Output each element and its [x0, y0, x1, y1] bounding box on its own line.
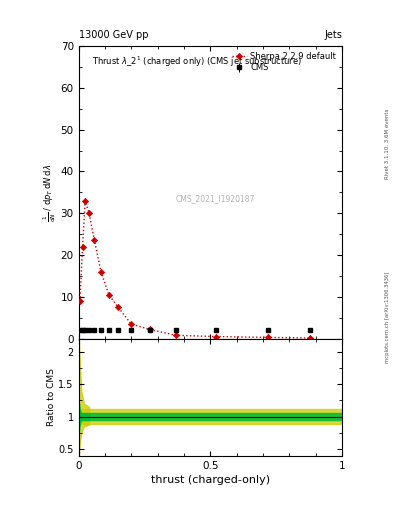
Sherpa 2.2.9 default	[308, 335, 313, 341]
Text: Thrust $\lambda\_2^1$ (charged only) (CMS jet substructure): Thrust $\lambda\_2^1$ (charged only) (CM…	[92, 55, 302, 69]
Sherpa 2.2.9 default	[174, 332, 178, 338]
Text: Rivet 3.1.10, 3.6M events: Rivet 3.1.10, 3.6M events	[385, 108, 389, 179]
Sherpa 2.2.9 default	[129, 321, 134, 327]
Text: Jets: Jets	[324, 30, 342, 40]
X-axis label: thrust (charged-only): thrust (charged-only)	[151, 475, 270, 485]
Sherpa 2.2.9 default	[77, 298, 82, 304]
Sherpa 2.2.9 default	[87, 210, 92, 217]
Bar	[79, 413, 342, 420]
Text: CMS_2021_I1920187: CMS_2021_I1920187	[176, 194, 255, 203]
Bar	[79, 409, 342, 424]
Sherpa 2.2.9 default	[147, 326, 152, 332]
Text: 13000 GeV pp: 13000 GeV pp	[79, 30, 148, 40]
Sherpa 2.2.9 default	[107, 292, 111, 298]
Sherpa 2.2.9 default	[83, 198, 88, 204]
Y-axis label: $\frac{1}{\mathrm{d}N}$ / $\mathrm{d}p_T\,\mathrm{d}N\,\mathrm{d}\,\lambda$: $\frac{1}{\mathrm{d}N}$ / $\mathrm{d}p_T…	[41, 163, 58, 222]
Sherpa 2.2.9 default	[92, 238, 97, 244]
Text: mcplots.cern.ch [arXiv:1306.3436]: mcplots.cern.ch [arXiv:1306.3436]	[385, 272, 389, 363]
Sherpa 2.2.9 default	[266, 334, 270, 340]
Line: Sherpa 2.2.9 default: Sherpa 2.2.9 default	[78, 199, 312, 340]
Sherpa 2.2.9 default	[80, 244, 85, 250]
Y-axis label: Ratio to CMS: Ratio to CMS	[47, 368, 55, 426]
Sherpa 2.2.9 default	[213, 333, 218, 339]
Sherpa 2.2.9 default	[116, 304, 120, 310]
Sherpa 2.2.9 default	[99, 269, 103, 275]
Legend: Sherpa 2.2.9 default, CMS: Sherpa 2.2.9 default, CMS	[230, 50, 338, 74]
